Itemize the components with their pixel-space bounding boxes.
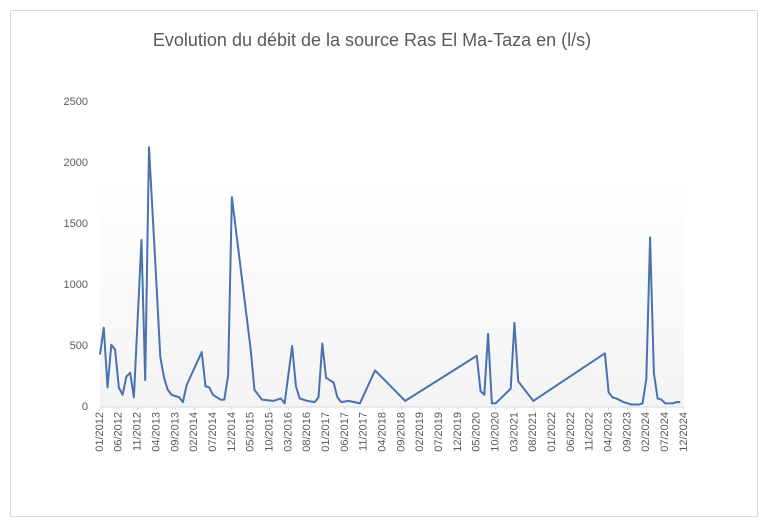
x-tick-label: 01/2022	[546, 412, 558, 452]
x-tick-label: 01/2017	[320, 412, 332, 452]
x-tick-label: 10/2015	[263, 412, 275, 452]
x-tick-label: 07/2014	[207, 412, 219, 452]
x-tick-label: 03/2016	[282, 412, 294, 452]
x-tick-label: 06/2012	[113, 412, 125, 452]
y-tick-label: 2500	[64, 96, 88, 108]
x-tick-label: 01/2012	[94, 412, 106, 452]
x-tick-label: 03/2021	[508, 412, 520, 452]
x-tick-label: 05/2015	[245, 412, 257, 452]
x-tick-label: 07/2019	[433, 412, 445, 452]
x-tick-label: 11/2022	[584, 412, 596, 451]
x-tick-label: 04/2023	[603, 412, 615, 452]
y-tick-label: 1500	[64, 218, 88, 230]
x-tick-label: 12/2024	[678, 412, 690, 452]
x-tick-label: 08/2016	[301, 412, 313, 452]
plot-background	[100, 180, 684, 407]
y-tick-label: 1000	[64, 279, 88, 291]
x-tick-label: 08/2021	[527, 412, 539, 452]
x-tick-label: 12/2019	[452, 412, 464, 452]
y-tick-label: 2000	[64, 157, 88, 169]
x-tick-label: 09/2018	[395, 412, 407, 452]
x-tick-label: 12/2014	[226, 412, 238, 452]
x-tick-label: 05/2020	[471, 412, 483, 452]
x-tick-label: 07/2024	[659, 412, 671, 452]
x-tick-label: 02/2014	[188, 412, 200, 452]
x-tick-label: 04/2018	[376, 412, 388, 452]
y-tick-label: 0	[82, 401, 88, 413]
x-tick-label: 09/2023	[621, 412, 633, 452]
x-tick-label: 11/2012	[132, 412, 144, 451]
x-tick-label: 11/2017	[358, 412, 370, 451]
x-tick-label: 10/2020	[490, 412, 502, 452]
x-tick-label: 02/2019	[414, 412, 426, 452]
x-tick-label: 02/2024	[640, 412, 652, 452]
y-tick-label: 500	[70, 340, 88, 352]
chart-title: Evolution du débit de la source Ras El M…	[153, 30, 591, 50]
x-tick-label: 09/2013	[169, 412, 181, 452]
data-line	[99, 146, 681, 406]
x-tick-label: 04/2013	[150, 412, 162, 452]
x-tick-label: 06/2022	[565, 412, 577, 452]
x-tick-label: 06/2017	[339, 412, 351, 452]
